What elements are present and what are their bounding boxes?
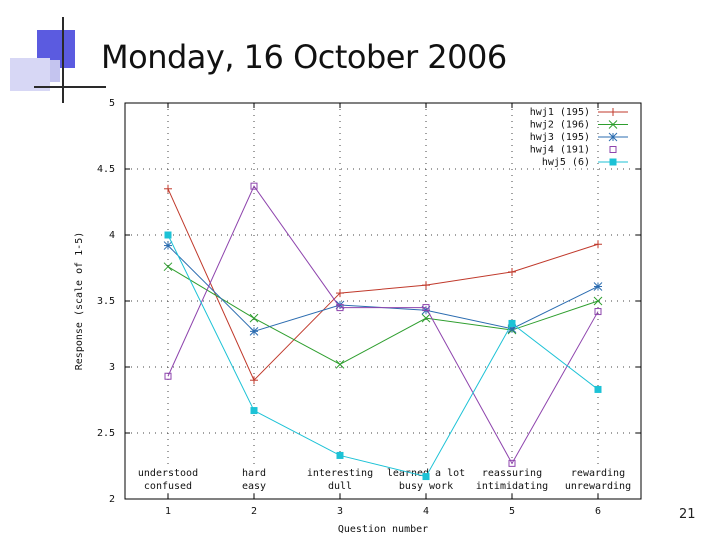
decor-lavender-square-small <box>50 60 60 82</box>
category-label-bottom: unrewarding <box>565 481 631 492</box>
category-label-bottom: intimidating <box>476 481 548 492</box>
category-label-bottom: easy <box>242 481 266 492</box>
data-point-star <box>249 327 259 336</box>
data-point-x <box>421 313 431 323</box>
data-point-star <box>593 282 603 291</box>
y-tick-label: 2.5 <box>97 428 115 439</box>
category-label-top: interesting <box>307 468 373 479</box>
data-point-plus <box>508 267 516 276</box>
data-point-plus <box>164 184 172 193</box>
category-label-bottom: confused <box>144 481 192 492</box>
series-line <box>167 245 599 332</box>
series-line <box>167 185 599 465</box>
legend-label: hwj4 (191) <box>530 145 590 156</box>
legend-item: hwj1 (195) <box>530 107 628 118</box>
decor-lavender-square <box>10 58 50 91</box>
data-point-square <box>164 372 172 380</box>
series-lines <box>163 182 603 481</box>
legend-item: hwj5 (6) <box>542 157 628 168</box>
data-point-plus <box>594 240 602 249</box>
legend-label: hwj5 (6) <box>542 157 590 168</box>
x-tick-label: 5 <box>509 506 515 517</box>
y-tick-label: 5 <box>109 98 115 109</box>
decor-horizontal-line <box>34 86 106 88</box>
series-1 <box>164 184 602 385</box>
data-point-square <box>594 308 602 316</box>
x-tick-label: 6 <box>595 506 601 517</box>
series-line <box>167 234 599 478</box>
data-point-filled-square <box>609 158 617 166</box>
x-tick-label: 3 <box>337 506 343 517</box>
category-labels: understood confused hard easy interesting dul… <box>126 465 640 492</box>
data-point-x <box>608 120 618 129</box>
legend-label: hwj1 (195) <box>530 107 590 118</box>
series-2 <box>163 262 603 369</box>
category-label-bg <box>212 465 296 491</box>
x-tick-label: 2 <box>251 506 257 517</box>
data-point-plus <box>422 281 430 290</box>
legend-item: hwj4 (191) <box>530 145 617 156</box>
data-point-star <box>163 241 173 250</box>
series-line <box>167 266 599 365</box>
data-point-filled-square <box>508 319 516 327</box>
y-tick-label: 2 <box>109 494 115 505</box>
x-tick-label: 1 <box>165 506 171 517</box>
slide-title: Monday, 16 October 2006 <box>101 38 507 76</box>
data-point-filled-square <box>164 231 172 239</box>
category-label-bg <box>126 465 210 491</box>
series-4 <box>164 182 602 467</box>
data-point-square <box>336 304 344 312</box>
data-point-filled-square <box>250 407 258 415</box>
data-point-filled-square <box>336 451 344 459</box>
data-point-x <box>335 360 345 369</box>
data-point-square <box>250 182 258 190</box>
x-tick-label: 4 <box>423 506 429 517</box>
y-tick-label: 4 <box>109 230 115 241</box>
data-point-square <box>508 459 516 467</box>
data-point-plus <box>609 108 617 116</box>
series-3 <box>163 241 603 336</box>
page-number: 21 <box>679 507 696 522</box>
data-point-square <box>609 146 617 153</box>
legend-item: hwj2 (196) <box>530 120 628 131</box>
legend-label: hwj2 (196) <box>530 120 590 131</box>
decor-vertical-line <box>62 17 64 103</box>
category-label-top: reassuring <box>482 468 542 479</box>
y-tick-label: 4.5 <box>97 164 115 175</box>
y-tick-label: 3.5 <box>97 296 115 307</box>
y-axis-label: Response (scale of 1-5) <box>74 232 85 370</box>
data-point-filled-square <box>422 473 430 481</box>
category-label-bottom: dull <box>328 481 352 492</box>
category-label-top: rewarding <box>571 468 625 479</box>
category-label-bg <box>298 465 382 491</box>
legend-label: hwj3 (195) <box>530 132 590 143</box>
category-label-bg <box>556 465 640 491</box>
x-axis-label: Question number <box>338 524 428 535</box>
data-point-plus <box>336 289 344 298</box>
series-line <box>167 188 599 382</box>
y-axis-ticks: 2 2.5 3 3.5 4 4.5 5 <box>97 98 641 505</box>
data-point-filled-square <box>594 385 602 393</box>
y-tick-label: 3 <box>109 362 115 373</box>
x-axis-ticks: 1 2 3 4 5 6 <box>165 103 601 517</box>
data-point-square <box>422 304 430 312</box>
legend: hwj1 (195) hwj2 (196)hwj3 (195) hwj4 (191)… <box>530 107 628 168</box>
data-point-x <box>249 313 259 323</box>
category-label-bottom: busy work <box>399 481 453 492</box>
category-label-top: hard <box>242 468 266 479</box>
category-label-bg <box>470 465 554 491</box>
data-point-x <box>593 296 603 306</box>
legend-item: hwj3 (195) <box>530 132 628 143</box>
data-point-star <box>608 132 618 142</box>
series-5 <box>164 231 602 481</box>
data-point-plus <box>250 376 258 385</box>
data-point-x <box>163 262 173 272</box>
category-label-top: understood <box>138 468 198 479</box>
